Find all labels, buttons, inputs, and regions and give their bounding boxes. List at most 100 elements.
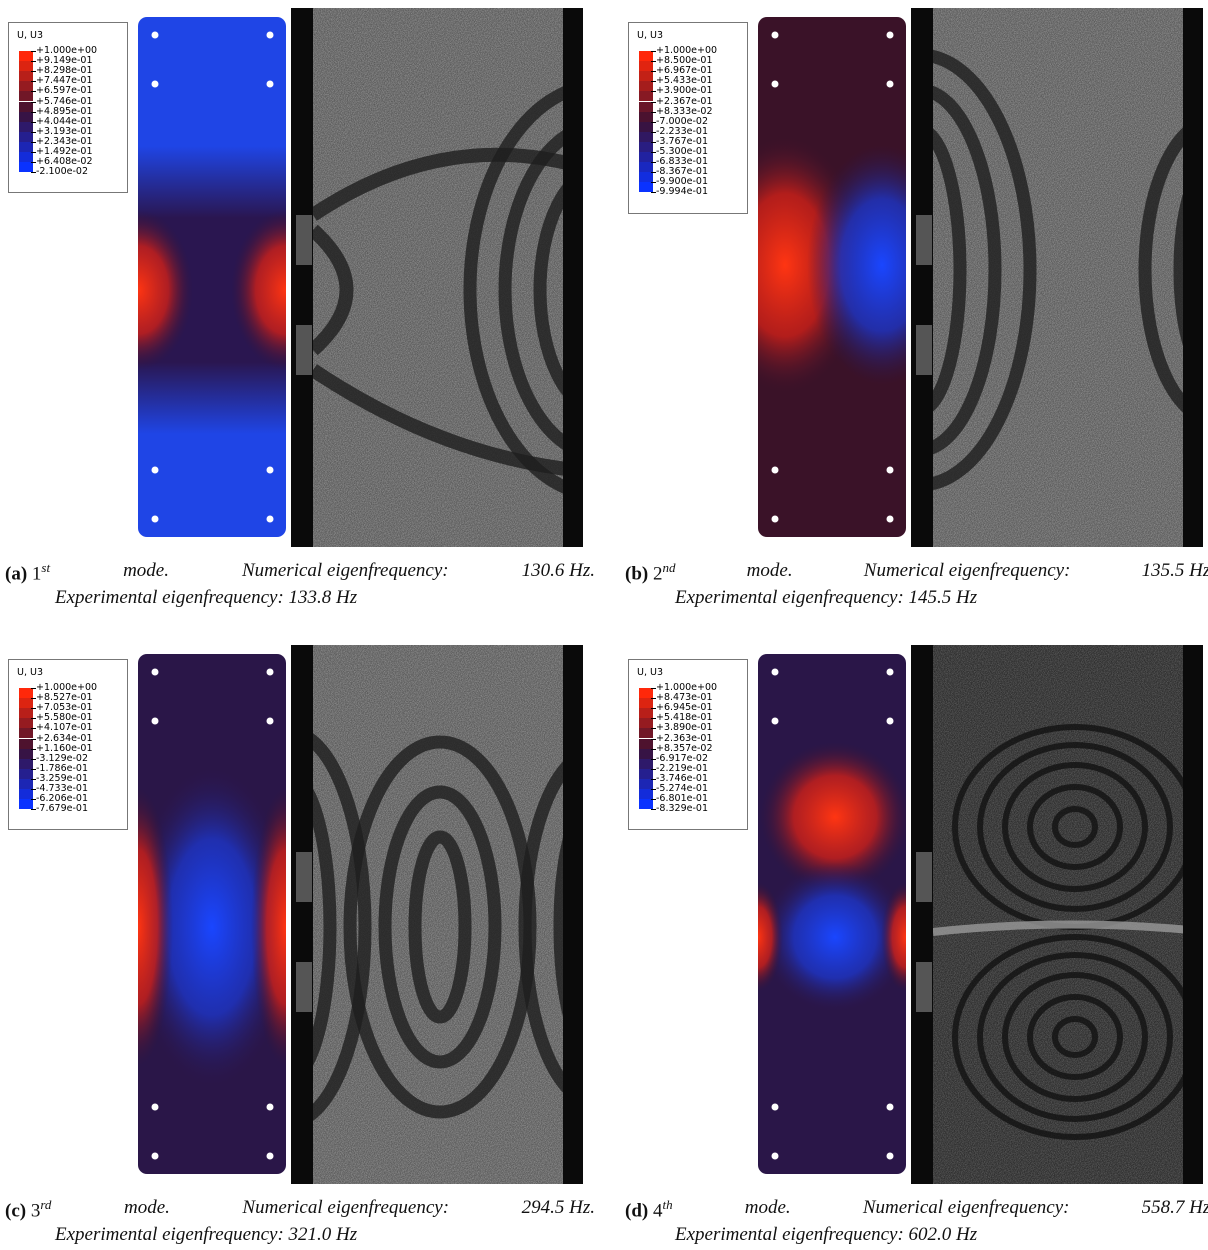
caption-line: (d) 4th mode. Numerical eigenfrequency: 558… [625,1197,1208,1222]
bolt-hole [266,717,274,725]
legend-label: -4.733e-01 [36,783,88,794]
mode-number: 1 [31,563,42,585]
legend-label: +4.895e-01 [36,105,93,117]
clamp-strip [563,645,583,1184]
legend-swatch [19,121,33,132]
caption-line: Experimental eigenfrequency: 602.0 Hz [675,1224,978,1245]
bolt-hole [886,1103,894,1111]
legend-swatch [19,728,33,739]
legend-swatch [639,81,653,92]
legend-label: -2.233e-01 [656,125,708,137]
legend-swatch [19,141,33,152]
legend-swatch [19,738,33,749]
mode-number: 2 [652,563,663,585]
legend: U, U3 +1.000e+00 +8.500e-01 +6.967e-01 +5.43… [628,22,748,214]
bolt-hole [771,466,779,474]
legend-swatch [639,698,653,709]
numerical-value: 294.5 Hz. [521,1197,595,1218]
legend-label: +6.945e-01 [656,702,713,714]
legend-tick [31,809,36,811]
legend-label: +7.053e-01 [36,702,93,714]
legend-label: +1.000e+00 [656,45,718,56]
fringe [533,167,583,413]
bolt [296,215,312,265]
panel [758,8,1203,547]
legend-swatch [639,728,653,739]
mode-suffix: th [662,1197,673,1212]
bolt-hole [886,717,894,725]
numerical-value: 130.6 Hz. [521,560,595,581]
legend-label: +6.967e-01 [656,65,713,77]
bolt-hole [266,668,274,676]
legend-label: +8.473e-01 [656,692,713,704]
fringe [1027,994,1123,1080]
contour-blob [231,210,286,370]
legend: U, U3 +1.000e+00 +8.473e-01 +6.945e-01 +5.41… [628,659,748,831]
legend-label: +1.000e+00 [36,45,98,56]
legend-label: +1.160e-01 [36,742,93,754]
mode-word: mode. [123,560,169,581]
clamp-strip [563,8,583,547]
bolt-hole [266,515,274,523]
bolt-hole [266,1103,274,1111]
bolt-hole [266,1152,274,1160]
legend-title: U, U3 [637,30,663,41]
legend-label: +2.634e-01 [36,732,93,744]
legend-label: +7.447e-01 [36,75,93,87]
legend-title: U, U3 [17,667,43,678]
legend-tick [31,162,36,164]
legend-swatch [19,81,33,92]
clamp-strip [291,8,313,547]
legend-tick [31,708,36,710]
contour-blob [760,862,906,1012]
caption-head: (a) 1st [5,560,50,585]
legend-label: -6.801e-01 [656,793,708,805]
legend-tick [651,778,656,780]
legend-swatch [19,101,33,112]
legend-tick [31,799,36,801]
legend-label: +9.149e-01 [36,55,93,67]
legend-tick [651,131,656,133]
fringe [977,952,1173,1122]
legend-label: -1.786e-01 [36,762,88,774]
clamp-strip [1183,645,1203,1184]
legend-swatch [19,152,33,163]
legend-label: +8.500e-01 [656,55,713,67]
legend-tick [651,758,656,760]
fringe [1002,762,1148,892]
mode-number: 3 [30,1200,41,1222]
caption-head: (b) 2nd [625,560,675,585]
legend-tick [651,111,656,113]
legend-title: U, U3 [637,667,663,678]
bolt-hole [151,80,159,88]
legend-swatch [19,51,33,62]
bolt-hole [771,31,779,39]
legend-swatch [19,778,33,789]
legend-tick [651,748,656,750]
legend-label: +8.333e-02 [656,105,713,117]
legend-tick [31,152,36,153]
legend-tick [651,162,656,164]
contour-blob [138,787,173,1067]
legend-swatch [19,162,33,173]
fringe [291,725,372,1129]
clamp-strip [911,645,933,1184]
legend-tick [31,141,36,143]
bolt [296,962,312,1012]
bolt [916,215,932,265]
legend-tick [651,192,656,194]
numerical-label: Numerical eigenfrequency: [241,560,449,581]
legend-swatch [639,768,653,779]
caption-head: (d) 4th [625,1197,673,1222]
legend-tick [651,738,656,740]
legend-label: -6.206e-01 [36,793,88,805]
legend-tick [651,768,656,770]
legend-label: -5.300e-01 [656,146,708,157]
legend-swatch [19,748,33,759]
legend-label: -9.900e-01 [656,176,708,188]
fringe [977,742,1173,912]
legend-swatch [639,121,653,132]
mode-word: mode. [746,560,793,581]
legend-label: -3.767e-01 [656,135,708,147]
mode-word: mode. [744,1197,791,1218]
